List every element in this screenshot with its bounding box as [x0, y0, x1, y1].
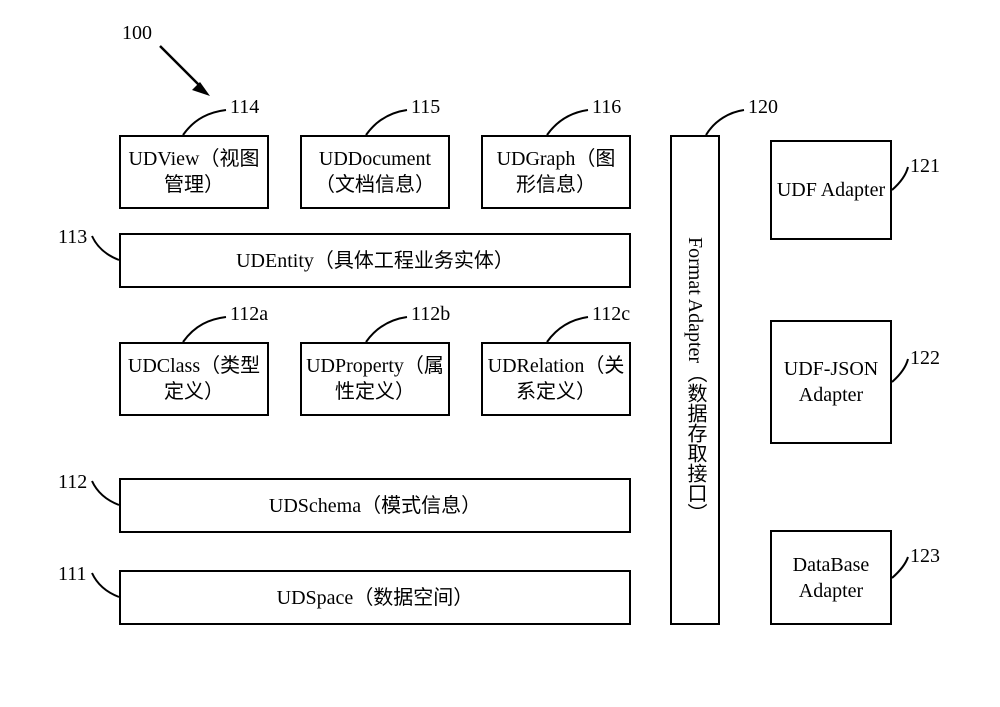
lead-113	[92, 236, 119, 260]
ref-111: 111	[58, 563, 87, 586]
ref-112: 112	[58, 471, 87, 494]
lead-112a	[183, 317, 226, 342]
lead-114	[183, 110, 226, 135]
lead-112b	[366, 317, 407, 342]
ref-121: 121	[910, 155, 940, 178]
ref-120: 120	[748, 96, 778, 119]
ref-112a: 112a	[230, 303, 268, 326]
lead-112	[92, 481, 119, 505]
ref-112c: 112c	[592, 303, 630, 326]
ref-112b: 112b	[411, 303, 450, 326]
ref-115: 115	[411, 96, 440, 119]
ref-114: 114	[230, 96, 259, 119]
ref-113: 113	[58, 226, 87, 249]
lead-123	[892, 557, 908, 578]
lead-115	[366, 110, 407, 135]
lead-122	[892, 359, 908, 382]
ref-116: 116	[592, 96, 621, 119]
lead-120	[706, 110, 744, 135]
lead-112c	[547, 317, 588, 342]
lead-116	[547, 110, 588, 135]
ref-122: 122	[910, 347, 940, 370]
leader-lines	[0, 0, 1000, 707]
lead-111	[92, 573, 119, 597]
lead-121	[892, 167, 908, 190]
ref-123: 123	[910, 545, 940, 568]
